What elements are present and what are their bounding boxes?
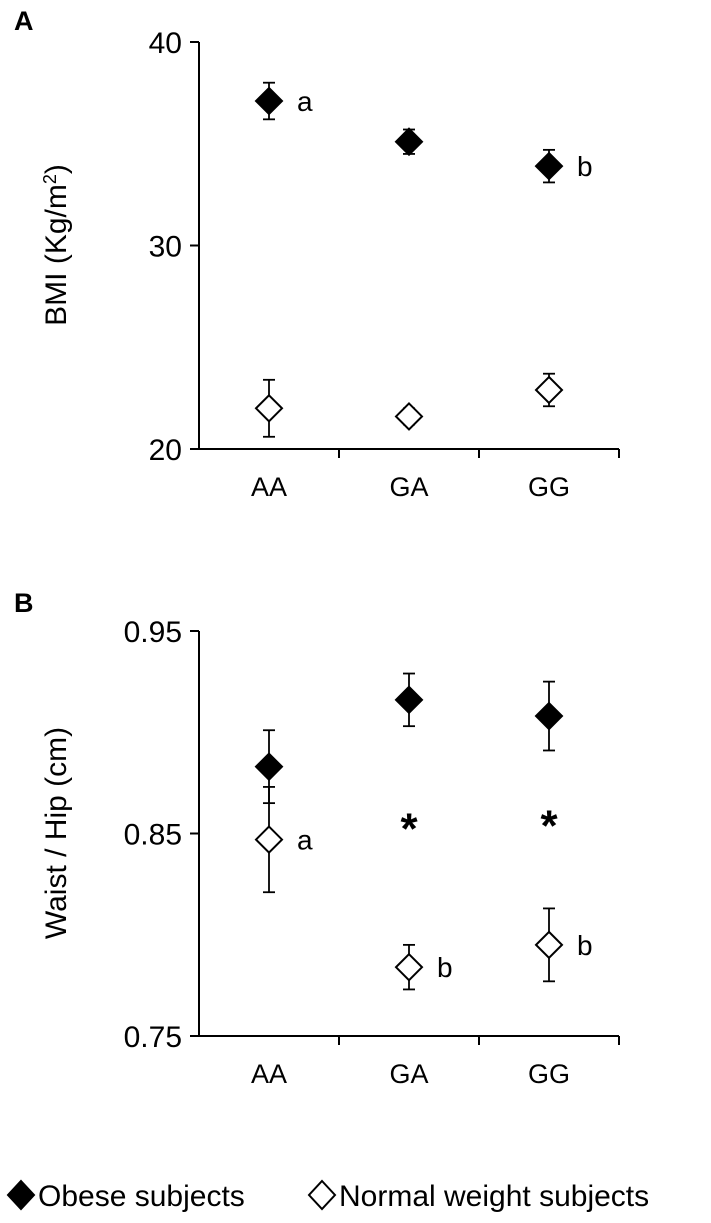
panel-b-y-axis-label: Waist / Hip (cm) xyxy=(40,727,73,939)
panel-b-y-tick-label: 0.85 xyxy=(124,819,182,852)
panel-b-x-tick-label: GG xyxy=(528,1059,570,1089)
panel-a-y-axis-label: BMI (Kg/m2) xyxy=(40,164,73,326)
panel-b-obese-point xyxy=(394,685,424,715)
legend-obese-marker xyxy=(6,1179,36,1211)
panel-a-obese-point xyxy=(394,127,424,157)
panel-a-y-tick-label: 30 xyxy=(149,231,182,264)
panel-a-y-tick-label: 20 xyxy=(149,434,182,467)
panel-a-y-tick-label: 40 xyxy=(149,27,182,60)
legend-normal-marker xyxy=(307,1179,337,1211)
panel-b-letter: B xyxy=(14,588,34,618)
legend-obese-label: Obese subjects xyxy=(38,1180,245,1213)
panel-a-x-tick-label: AA xyxy=(251,472,287,502)
legend-normal-label: Normal weight subjects xyxy=(339,1180,649,1213)
panel-a-x-tick-label: GG xyxy=(528,472,570,502)
panel-b-obese-point xyxy=(254,752,284,782)
panel-a-obese-annotation: a xyxy=(297,86,313,117)
panel-b-x-tick-label: GA xyxy=(389,1059,428,1089)
panel-b-ticks: 0.75 0.85 0.95 AA GA GG xyxy=(124,616,620,1089)
panel-b-normal-point xyxy=(394,952,424,982)
panel-a-ticks: 20 30 40 AA GA GG xyxy=(149,27,620,502)
panel-a-obese-point xyxy=(534,151,564,181)
panel-b-normal-annotation: a xyxy=(297,825,313,856)
panel-b: B Waist / Hip (cm) 0.75 0.85 0.95 AA GA GG a b… xyxy=(14,588,620,1089)
panel-a-x-tick-label: GA xyxy=(389,472,428,502)
panel-b-normal-annotation: b xyxy=(577,930,593,961)
panel-b-normal-point xyxy=(534,930,564,960)
legend: Obese subjects Normal weight subjects xyxy=(6,1179,649,1213)
panel-a-obese-annotation: b xyxy=(577,151,593,182)
panel-a-normal-point xyxy=(254,393,284,423)
panel-b-y-tick-label: 0.95 xyxy=(124,616,182,649)
panel-a-marks: ab xyxy=(254,81,593,438)
panel-b-marks: a b b * * xyxy=(254,672,593,991)
panel-b-x-tick-label: AA xyxy=(251,1059,287,1089)
panel-b-significance-star: * xyxy=(540,801,558,850)
panel-b-y-tick-label: 0.75 xyxy=(124,1021,182,1054)
panel-b-significance-star: * xyxy=(400,804,418,853)
panel-a-normal-point xyxy=(394,402,424,431)
panel-a-obese-point xyxy=(254,86,284,116)
panel-b-normal-annotation: b xyxy=(437,952,453,983)
panel-a-normal-point xyxy=(534,375,564,405)
panel-b-normal-point xyxy=(254,825,284,854)
panel-a-letter: A xyxy=(14,6,34,36)
panel-b-obese-point xyxy=(534,701,564,731)
